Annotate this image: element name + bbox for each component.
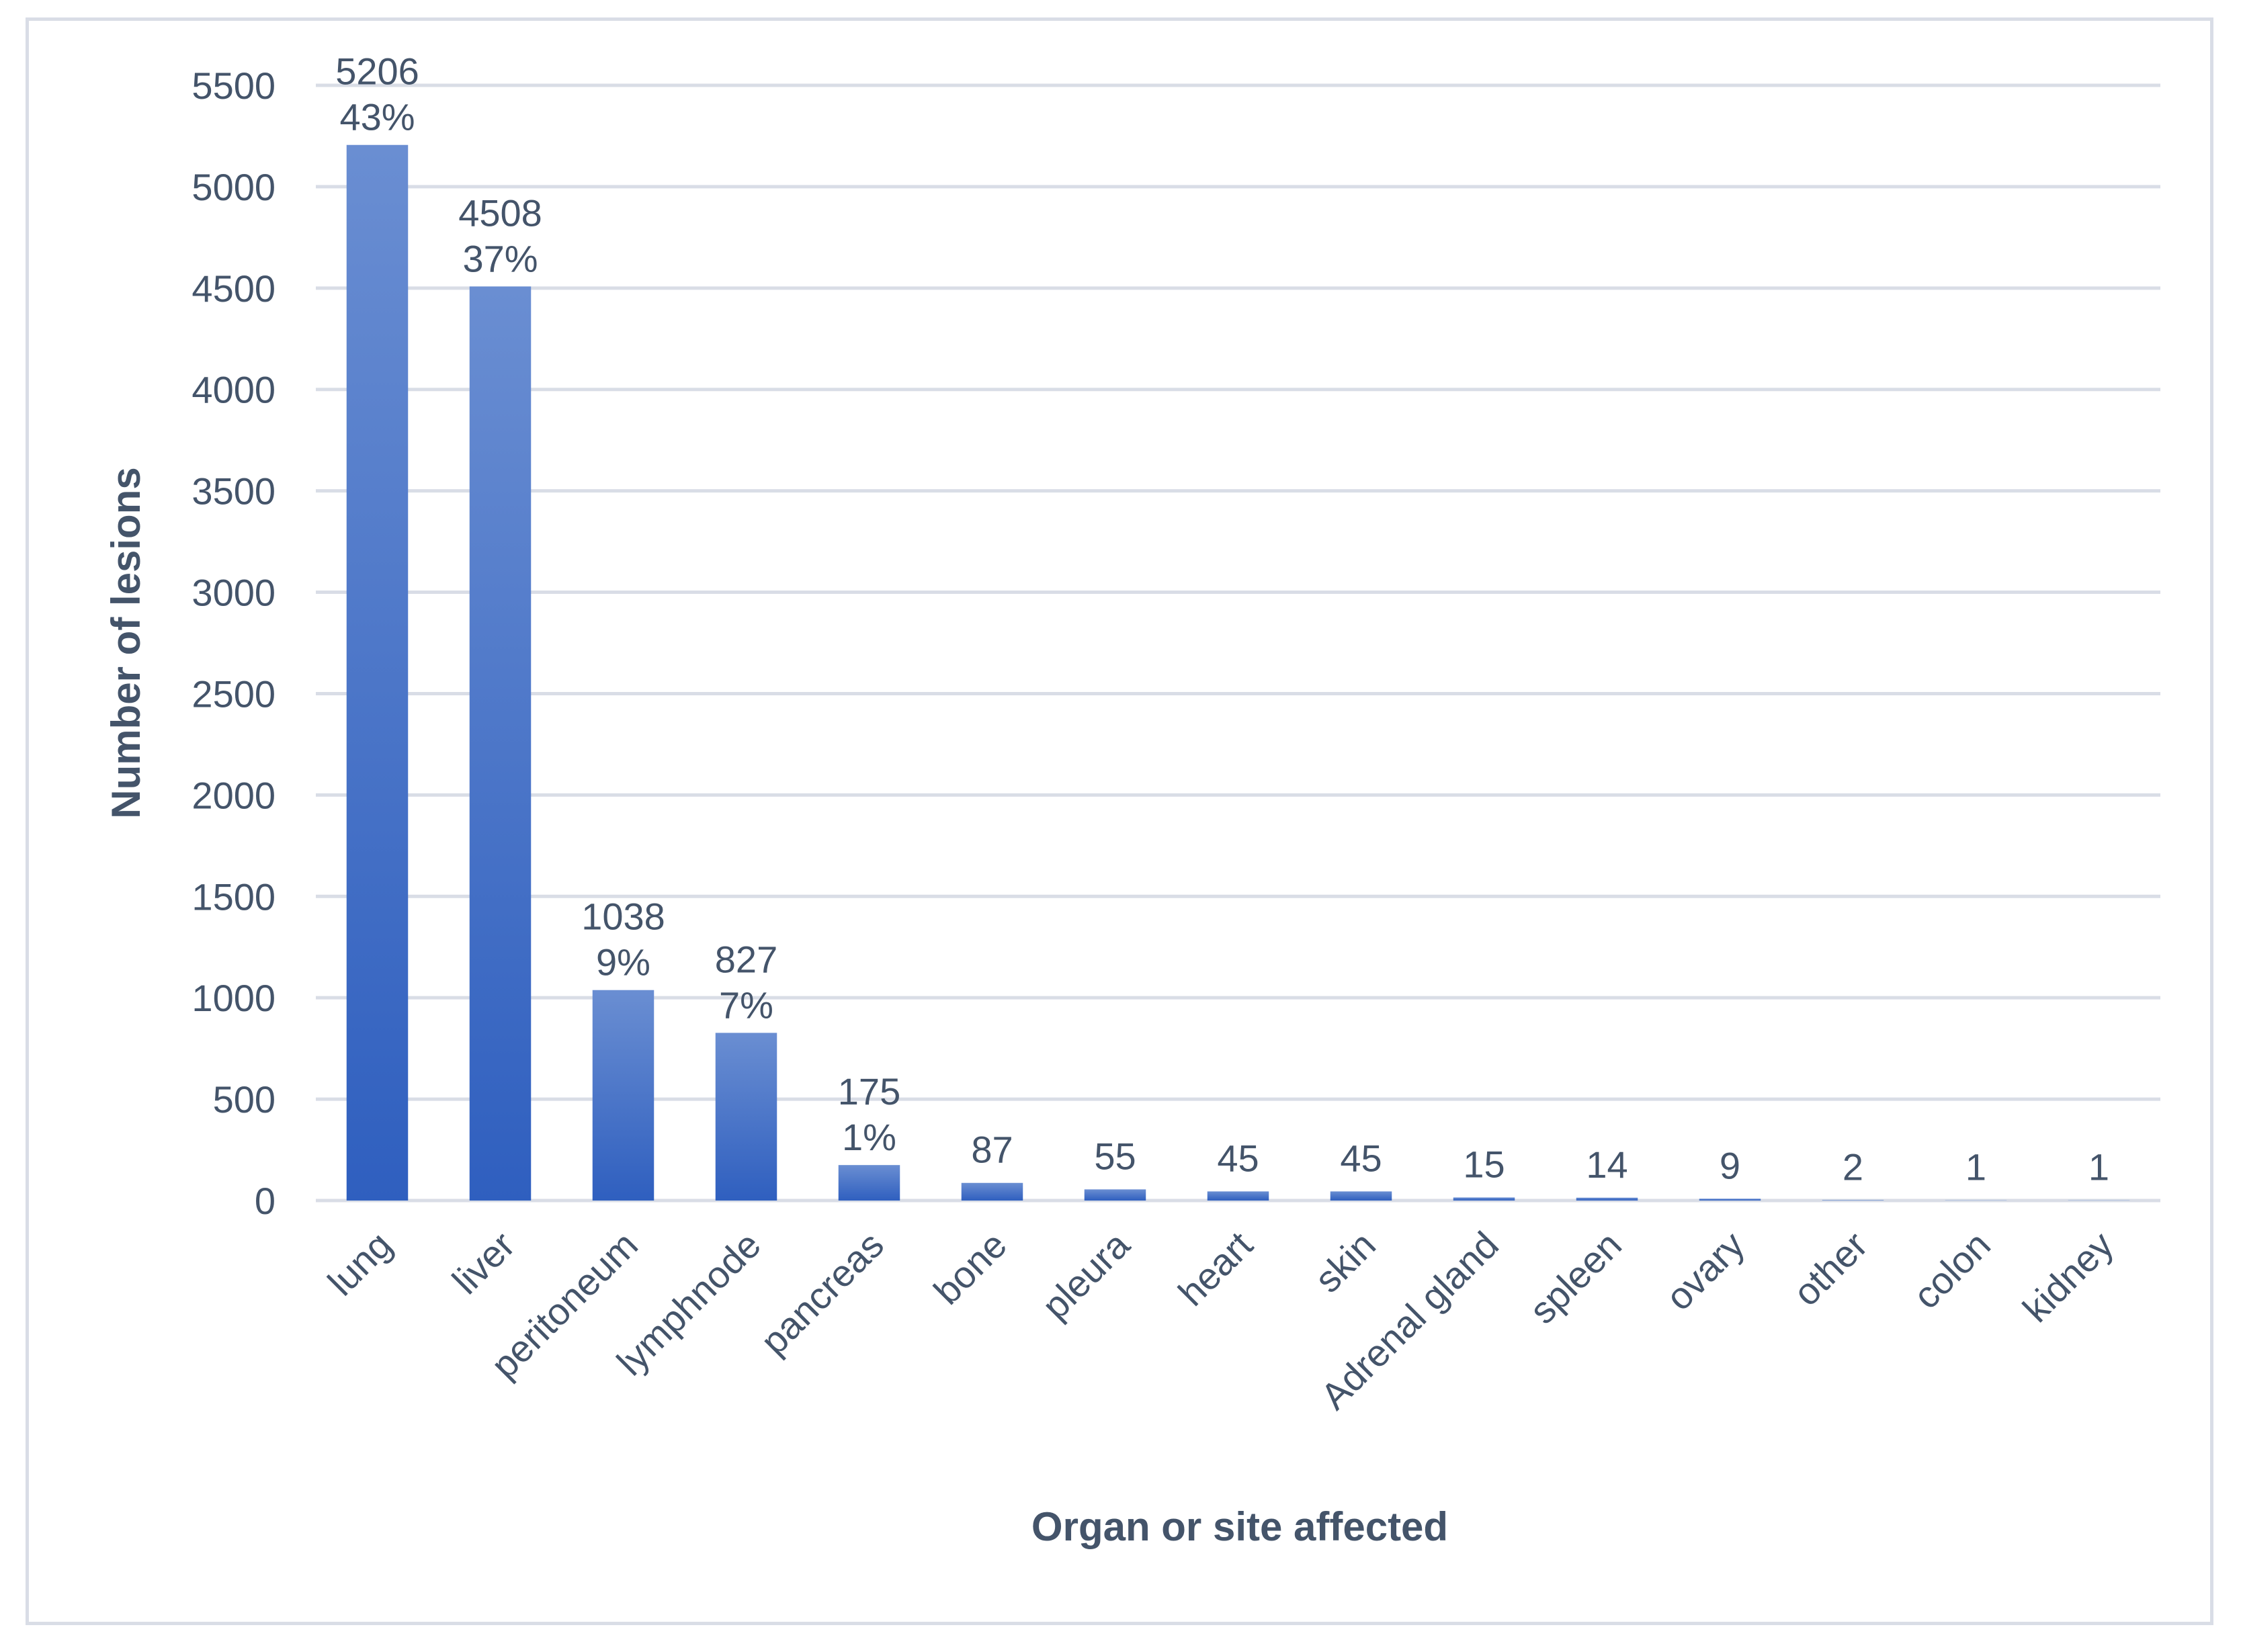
percent-label: 37%: [462, 237, 538, 279]
bar-peritoneum: [592, 990, 654, 1201]
y-axis-ticks: 0 500 1000 1500 2000 2500 3000 3500 4000 4500 5000…: [192, 64, 276, 1222]
value-label: 15: [1463, 1143, 1505, 1185]
value-label: 827: [715, 938, 777, 980]
bar-pleura: [1084, 1189, 1146, 1201]
percent-label: 9%: [596, 941, 650, 984]
x-category-label: liver: [444, 1223, 523, 1302]
data-labels: 43%5206 37%4508 9%1038 7%827 1%175 87 55 45 45 15…: [335, 50, 2109, 1188]
value-label: 2: [1843, 1145, 1863, 1188]
x-category-label: lung: [320, 1223, 400, 1303]
x-axis-title: Organ or site affected: [1031, 1504, 1448, 1549]
y-tick-label: 5000: [192, 166, 276, 208]
percent-label: 7%: [719, 984, 773, 1026]
bar-heart: [1207, 1191, 1269, 1201]
value-label: 1: [1965, 1146, 1986, 1188]
value-label: 175: [838, 1070, 900, 1113]
value-label: 45: [1217, 1137, 1259, 1179]
value-label: 4508: [458, 191, 542, 234]
value-label: 55: [1094, 1135, 1136, 1177]
value-label: 87: [971, 1129, 1013, 1171]
y-tick-label: 500: [213, 1078, 276, 1121]
bar-bone: [961, 1182, 1023, 1201]
x-category-label: pleura: [1033, 1223, 1138, 1327]
y-axis-title: Number of lesions: [103, 467, 149, 818]
bar-spleen: [1576, 1197, 1638, 1201]
x-category-label: pancreas: [753, 1223, 892, 1362]
y-tick-label: 4500: [192, 267, 276, 310]
x-category-label: other: [1785, 1223, 1875, 1314]
value-label: 9: [1720, 1144, 1740, 1186]
x-category-label: bone: [925, 1223, 1015, 1313]
bar-liver: [469, 286, 532, 1201]
value-label: 1: [2088, 1146, 2109, 1188]
x-category-label: colon: [1905, 1223, 1998, 1317]
x-category-label: heart: [1170, 1223, 1261, 1314]
x-category-label: ovary: [1658, 1223, 1752, 1318]
bar-ovary: [1699, 1199, 1761, 1201]
x-category-label: skin: [1306, 1223, 1384, 1301]
value-label: 45: [1340, 1137, 1382, 1179]
y-tick-label: 2500: [192, 672, 276, 715]
bar-skin: [1330, 1191, 1392, 1201]
bars: [346, 144, 2130, 1201]
y-tick-label: 3500: [192, 470, 276, 513]
bar-lymphnode: [715, 1033, 777, 1201]
y-tick-label: 1500: [192, 875, 276, 918]
y-tick-label: 4000: [192, 369, 276, 411]
bar-adrenal-gland: [1453, 1197, 1515, 1201]
x-category-label: spleen: [1521, 1223, 1630, 1332]
bar-other: [1822, 1200, 1884, 1201]
y-tick-label: 3000: [192, 572, 276, 614]
bar-pancreas: [838, 1165, 900, 1201]
bar-lung: [346, 144, 409, 1201]
percent-label: 43%: [339, 96, 415, 138]
x-category-label: kidney: [2015, 1223, 2121, 1330]
y-tick-label: 1000: [192, 977, 276, 1019]
y-tick-label: 5500: [192, 64, 276, 107]
y-tick-label: 0: [255, 1180, 276, 1222]
y-tick-label: 2000: [192, 774, 276, 816]
value-label: 5206: [335, 50, 419, 93]
value-label: 14: [1586, 1143, 1627, 1186]
value-label: 1038: [581, 896, 665, 938]
percent-label: 1%: [842, 1116, 896, 1158]
